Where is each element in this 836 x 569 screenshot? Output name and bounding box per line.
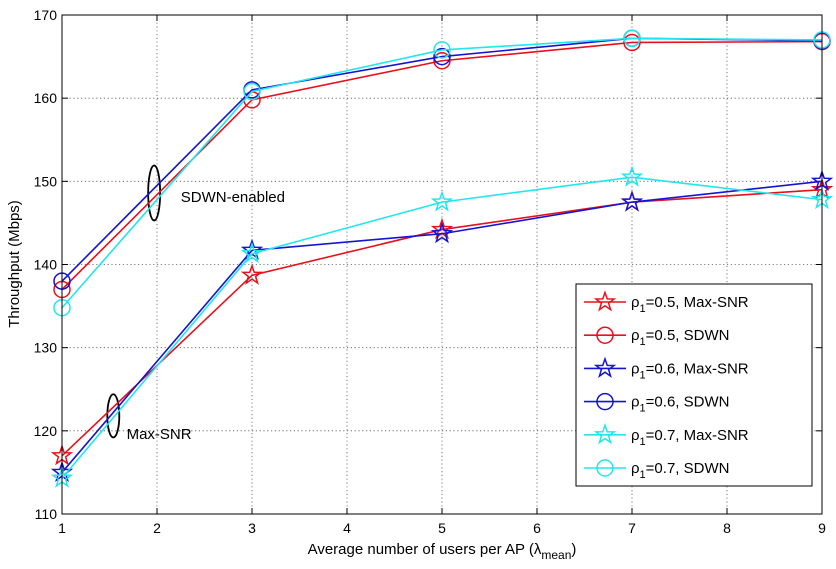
grid-lines: [62, 15, 822, 514]
legend-item: ρ1=0.7, Max-SNR: [584, 423, 749, 448]
tick-labels: 1 2 3 4 5 6 7 8 9 110 120 130 140 150 160 170: [34, 7, 826, 536]
series-line: [61, 188, 823, 457]
legend-marker-circle: [596, 326, 614, 344]
legend-marker-star: [593, 356, 617, 378]
y-tick-label: 150: [34, 173, 58, 189]
legend-label: ρ1=0.7, Max-SNR: [631, 427, 749, 448]
legend-item: ρ1=0.6, Max-SNR: [584, 356, 749, 381]
y-axis-label: Throughput (Mbps): [6, 200, 23, 328]
x-tick-label: 3: [248, 520, 256, 536]
annotation-ellipse: [147, 164, 162, 222]
legend-item: ρ1=0.6, SDWN: [584, 392, 729, 415]
data-point-circle: [623, 33, 641, 52]
legend-marker-circle: [596, 392, 614, 411]
data-point-circle: [243, 82, 261, 101]
series-line: [61, 37, 823, 309]
legend: ρ1=0.5, Max-SNR ρ1=0.5, SDWN ρ1=0.6, Max-S…: [575, 283, 813, 487]
legend-marker-star: [593, 423, 617, 445]
y-tick-label: 170: [34, 7, 58, 23]
x-axis-label-subscript: mean: [541, 548, 571, 562]
data-point-circle: [433, 47, 451, 66]
legend-marker-circle: [596, 459, 614, 477]
x-axis-label-symbol: λ: [534, 541, 542, 558]
legend-label: ρ1=0.6, Max-SNR: [631, 360, 749, 381]
legend-label: ρ1=0.5, Max-SNR: [631, 294, 749, 315]
y-tick-label: 110: [35, 506, 58, 522]
data-point-star: [430, 190, 454, 212]
x-tick-label: 1: [58, 520, 66, 536]
legend-item: ρ1=0.7, SDWN: [584, 459, 729, 481]
data-point-star: [240, 263, 264, 285]
annotation-label: SDWN-enabled: [181, 189, 285, 206]
data-point-circle: [433, 41, 451, 59]
x-tick-label: 2: [153, 520, 161, 536]
plot-frame: [61, 14, 823, 515]
x-tick-label: 9: [818, 520, 826, 536]
data-point-circle: [623, 29, 641, 48]
annotation-ellipse: [106, 393, 121, 439]
x-tick-label: 4: [343, 520, 351, 536]
y-tick-label: 130: [34, 340, 58, 356]
series-line: [61, 180, 823, 473]
series-line: [61, 176, 823, 479]
x-tick-label: 8: [723, 520, 731, 536]
x-axis-label-close: ): [571, 541, 576, 558]
legend-box: [575, 283, 813, 487]
legend-label: ρ1=0.6, SDWN: [631, 394, 729, 415]
annotation-label: Max-SNR: [127, 426, 192, 443]
data-point-circle: [433, 51, 451, 70]
y-tick-label: 120: [34, 423, 58, 439]
x-axis-label-text: Average number of users per AP (: [308, 541, 534, 558]
data-point-star: [620, 165, 644, 187]
data-point-star: [240, 241, 264, 264]
data-point-star: [430, 221, 454, 244]
data-point-star: [620, 190, 644, 212]
legend-item: ρ1=0.5, Max-SNR: [584, 290, 749, 315]
legend-item: ρ1=0.5, SDWN: [584, 326, 729, 348]
x-tick-label: 7: [628, 520, 636, 536]
y-tick-label: 140: [34, 257, 58, 273]
y-tick-label: 160: [34, 90, 58, 106]
series-group: [50, 29, 834, 488]
legend-marker-star: [593, 290, 617, 312]
x-tick-label: 5: [438, 520, 446, 536]
x-axis-label: Average number of users per AP (λmean): [308, 541, 577, 562]
x-tick-label: 6: [533, 520, 541, 536]
legend-label: ρ1=0.7, SDWN: [631, 460, 729, 481]
series-5: [50, 165, 834, 488]
annotations: SDWN-enabled Max-SNR: [106, 164, 285, 443]
legend-label: ρ1=0.5, SDWN: [631, 327, 729, 348]
